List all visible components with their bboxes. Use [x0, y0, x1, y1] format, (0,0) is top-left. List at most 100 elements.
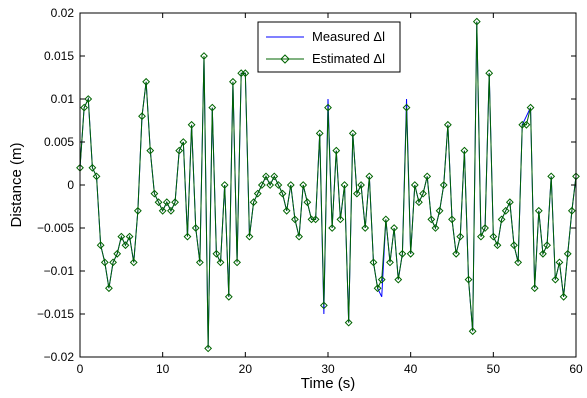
data-point [162, 198, 171, 207]
data-point [563, 249, 572, 258]
data-point [427, 215, 436, 224]
data-point [419, 189, 427, 198]
data-point [88, 163, 97, 172]
data-point [233, 258, 241, 267]
data-point [497, 215, 506, 224]
data-point [257, 181, 266, 189]
data-point [167, 206, 175, 215]
x-tick-label-2: 20 [239, 362, 253, 376]
data-point [212, 249, 221, 258]
data-point [398, 249, 407, 258]
data-point [460, 146, 469, 155]
data-point [415, 198, 423, 207]
data-point [501, 206, 510, 215]
data-point [547, 172, 556, 181]
data-point [286, 181, 295, 189]
data-point [336, 215, 345, 224]
y-tick-label-0: −0.02 [44, 350, 75, 364]
data-point [340, 181, 349, 189]
data-point [249, 198, 258, 207]
data-point [274, 181, 283, 189]
y-tick-label-7: 0.015 [44, 49, 74, 63]
data-point [485, 69, 494, 78]
series-layer [76, 17, 580, 353]
data-point [543, 241, 551, 250]
data-point [394, 275, 403, 284]
data-point [262, 172, 270, 181]
data-point [505, 198, 514, 207]
y-axis-title: Distance (m) [8, 142, 25, 227]
data-point [386, 258, 394, 267]
x-tick-label-1: 10 [156, 362, 170, 376]
data-point [158, 206, 167, 215]
data-point [129, 258, 138, 267]
data-point [423, 172, 432, 181]
data-point [216, 258, 225, 267]
data-point [402, 103, 411, 112]
data-point [84, 95, 93, 103]
data-point [477, 232, 485, 241]
data-point [464, 275, 473, 284]
data-point [344, 318, 353, 327]
data-point [361, 224, 370, 232]
data-point [133, 206, 142, 215]
data-point [150, 189, 159, 198]
data-point [125, 232, 134, 241]
data-point [431, 224, 440, 232]
data-point [80, 103, 89, 112]
data-point [332, 146, 341, 155]
data-point [481, 224, 489, 232]
data-point [253, 189, 262, 198]
legend: Measured Δl Estimated Δl [257, 21, 401, 73]
data-point [138, 112, 146, 121]
data-point [183, 232, 192, 241]
data-point [171, 198, 179, 207]
data-point [439, 181, 448, 189]
data-point [311, 215, 320, 224]
data-point [241, 69, 250, 78]
data-point [435, 206, 444, 215]
y-tick-label-2: −0.01 [44, 264, 75, 278]
data-point [113, 249, 122, 258]
data-point [109, 258, 117, 267]
data-point [328, 224, 337, 232]
data-point [452, 249, 461, 258]
x-axis-title: Time (s) [301, 375, 355, 392]
data-point [493, 241, 502, 250]
data-point [510, 241, 518, 250]
data-point [121, 241, 130, 250]
data-point [559, 292, 568, 301]
data-point [195, 258, 204, 267]
y-tick-label-4: 0 [67, 178, 74, 192]
data-point [204, 344, 213, 353]
data-point [200, 52, 208, 60]
data-point [146, 146, 155, 155]
data-point [534, 206, 543, 215]
data-point [522, 120, 531, 129]
data-point [179, 138, 188, 146]
x-tick-label-6: 60 [569, 362, 583, 376]
data-point [410, 181, 419, 189]
data-point [96, 241, 105, 250]
x-tick-label-0: 0 [77, 362, 84, 376]
data-point [208, 103, 217, 112]
data-point [92, 172, 101, 181]
data-point [142, 77, 151, 86]
data-point [154, 198, 163, 207]
data-point [390, 224, 399, 232]
y-tick-label-6: 0.01 [51, 92, 75, 106]
series-line-estimated-l [79, 21, 577, 349]
x-tick-label-5: 50 [487, 362, 501, 376]
data-point [377, 275, 386, 284]
tick-layer: 0 10 20 30 40 50 60 −0.02 −0.015 −0.01 −0.005 0 0.00… [37, 6, 583, 376]
legend-label-measured: Measured Δl [312, 29, 385, 44]
data-point [100, 258, 109, 267]
data-point [245, 232, 254, 241]
data-point [539, 249, 547, 258]
data-point [229, 77, 237, 86]
data-point [319, 301, 328, 310]
data-point [357, 181, 365, 189]
data-point [448, 215, 456, 224]
y-tick-label-5: 0.005 [44, 135, 74, 149]
